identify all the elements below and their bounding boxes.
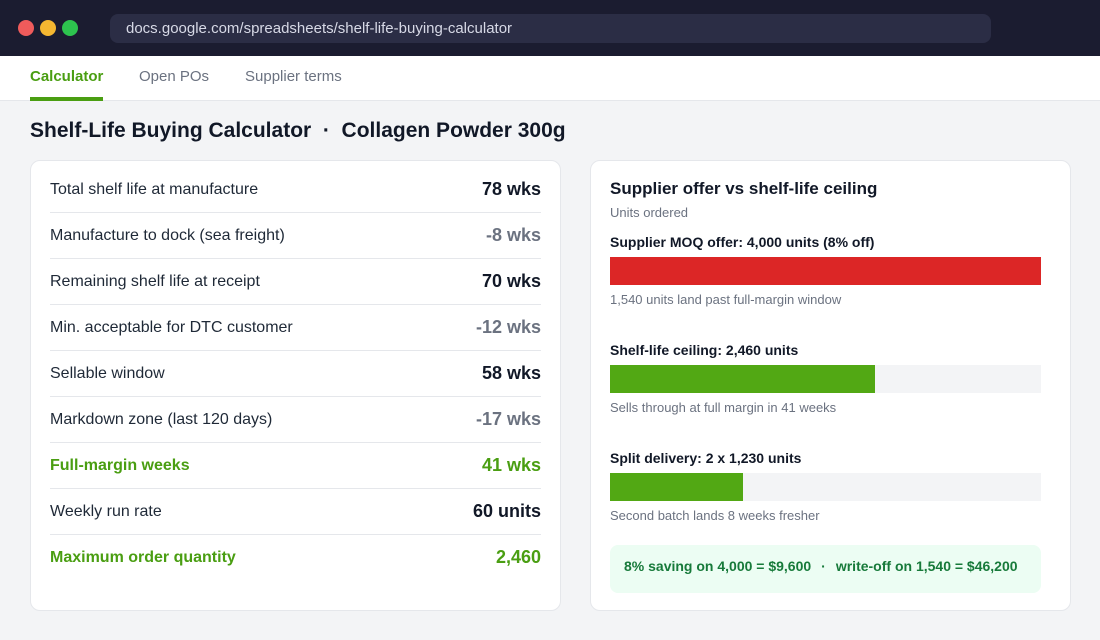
summary-separator: · [821,558,826,574]
bar-row: Split delivery: 2 x 1,230 units Second ba… [610,449,1041,523]
calc-row-value: 78 wks [481,179,541,199]
bar-track [610,365,1041,393]
calc-row: Maximum order quantity 2,460 [50,535,541,581]
address-bar[interactable]: docs.google.com/spreadsheets/shelf-life-… [110,14,991,43]
calc-row: Total shelf life at manufacture 78 wks [50,167,541,213]
calc-row: Min. acceptable for DTC customer -12 wks [50,305,541,351]
bar-note: Second batch lands 8 weeks fresher [610,508,820,523]
bar-label: Shelf-life ceiling: 2,460 units [610,342,799,358]
bar-track [610,473,1041,501]
page-title: Shelf-Life Buying Calculator · Collagen … [30,119,566,143]
calc-row: Remaining shelf life at receipt 70 wks [50,259,541,305]
calculator-rows: Total shelf life at manufacture 78 wks Man… [50,167,541,581]
calc-row-value: 58 wks [481,363,541,383]
tab-calculator[interactable]: Calculator [30,56,104,101]
title-separator: · [322,119,330,142]
bar-fill [610,365,876,393]
calc-row-value: -8 wks [485,225,541,245]
close-window-button[interactable] [18,20,34,36]
bar-note: Sells through at full margin in 41 weeks [610,400,837,415]
bar-row: Supplier MOQ offer: 4,000 units (8% off)… [610,233,1041,307]
product-name: Collagen Powder 300g [341,119,566,142]
bar-track [610,257,1041,285]
calc-row-value: 2,460 [495,547,541,567]
calc-row-value: 70 wks [481,271,541,291]
calc-row: Manufacture to dock (sea freight) -8 wks [50,213,541,259]
bar-fill [610,257,1041,285]
calc-row-value: -12 wks [475,317,541,337]
chart-subtitle: Units ordered [610,205,689,220]
bar-label: Supplier MOQ offer: 4,000 units (8% off) [610,234,875,250]
minimize-window-button[interactable] [40,20,56,36]
calc-row-label: Min. acceptable for DTC customer [50,319,293,336]
calc-row: Weekly run rate 60 units [50,489,541,535]
calc-row: Full-margin weeks 41 wks [50,443,541,489]
browser-titlebar: docs.google.com/spreadsheets/shelf-life-… [0,0,1100,56]
bar-label: Split delivery: 2 x 1,230 units [610,450,802,466]
calc-row-value: 60 units [472,501,541,521]
calc-row-label: Sellable window [50,365,165,382]
calc-row: Markdown zone (last 120 days) -17 wks [50,397,541,443]
page-title-text: Shelf-Life Buying Calculator [30,119,312,142]
calculator-card: Total shelf life at manufacture 78 wks Man… [30,160,561,611]
calc-row-label: Maximum order quantity [50,549,236,566]
chart-title: Supplier offer vs shelf-life ceiling [610,179,878,198]
savings-summary: 8% saving on 4,000 = $9,600 · write-off on… [610,545,1041,593]
calc-row-label: Remaining shelf life at receipt [50,273,260,290]
saving-text: 8% saving on 4,000 = $9,600 [624,558,812,574]
calc-row: Sellable window 58 wks [50,351,541,397]
calc-row-label: Weekly run rate [50,503,162,520]
tab-supplier-terms[interactable]: Supplier terms [245,68,342,85]
calc-row-label: Total shelf life at manufacture [50,181,259,198]
tab-open-pos[interactable]: Open POs [139,68,210,85]
bar-note: 1,540 units land past full-margin window [610,292,842,307]
calc-row-value: 41 wks [481,455,541,475]
maximize-window-button[interactable] [62,20,78,36]
calc-row-label: Manufacture to dock (sea freight) [50,227,285,244]
tab-bar: Calculator Open POs Supplier terms [0,56,1100,101]
bar-row: Shelf-life ceiling: 2,460 units Sells thr… [610,341,1041,415]
bar-fill [610,473,743,501]
calc-row-label: Full-margin weeks [50,457,190,474]
calc-row-label: Markdown zone (last 120 days) [50,411,273,428]
writeoff-text: write-off on 1,540 = $46,200 [835,558,1018,574]
calc-row-value: -17 wks [475,409,541,429]
chart-card: Supplier offer vs shelf-life ceiling Uni… [590,160,1071,611]
